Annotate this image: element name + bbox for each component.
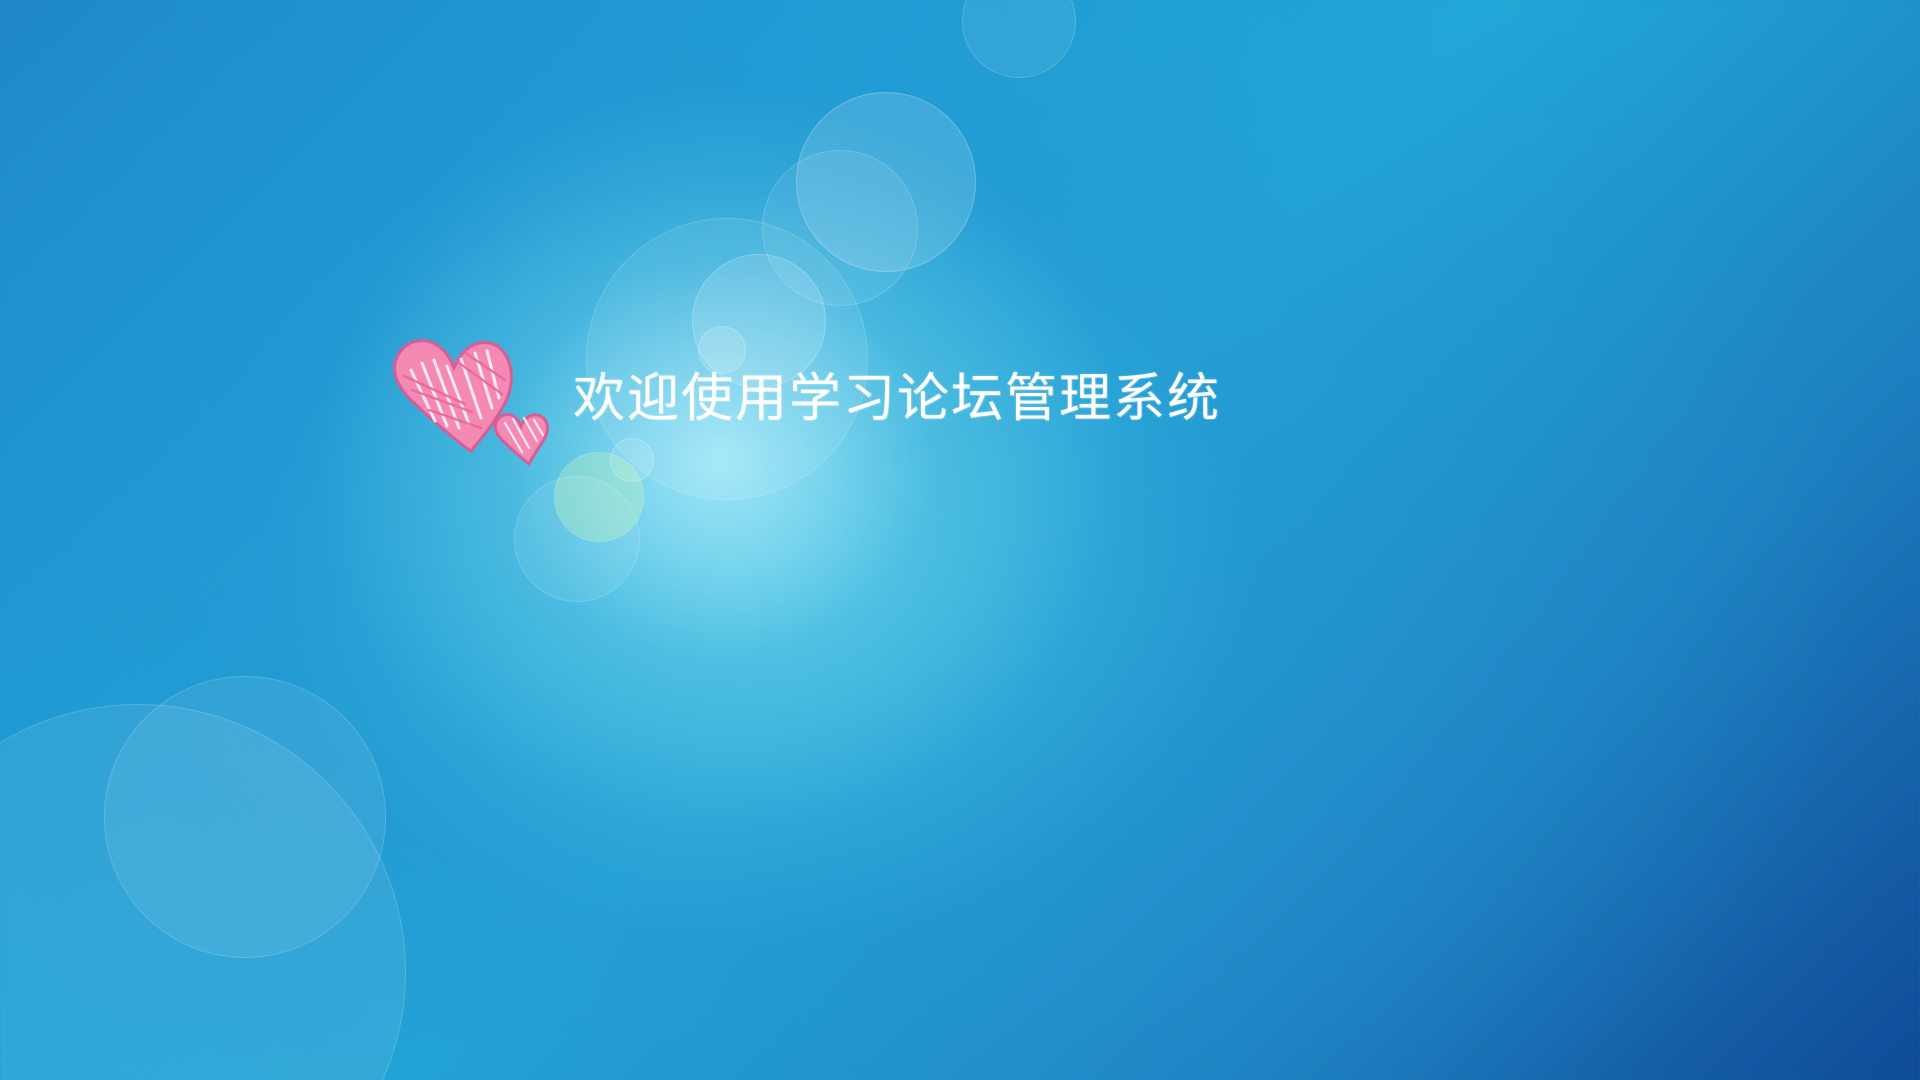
bokeh-circle bbox=[762, 150, 918, 306]
bokeh-circle bbox=[962, 0, 1076, 78]
hearts-icon bbox=[393, 339, 549, 467]
bokeh-circle bbox=[514, 476, 640, 602]
bokeh-circle bbox=[0, 704, 406, 1080]
bokeh-circle bbox=[104, 676, 386, 958]
page-title: 欢迎使用学习论坛管理系统 bbox=[573, 369, 1222, 429]
bokeh-circle bbox=[796, 92, 976, 272]
welcome-banner: 欢迎使用学习论坛管理系统 bbox=[377, 324, 1327, 474]
